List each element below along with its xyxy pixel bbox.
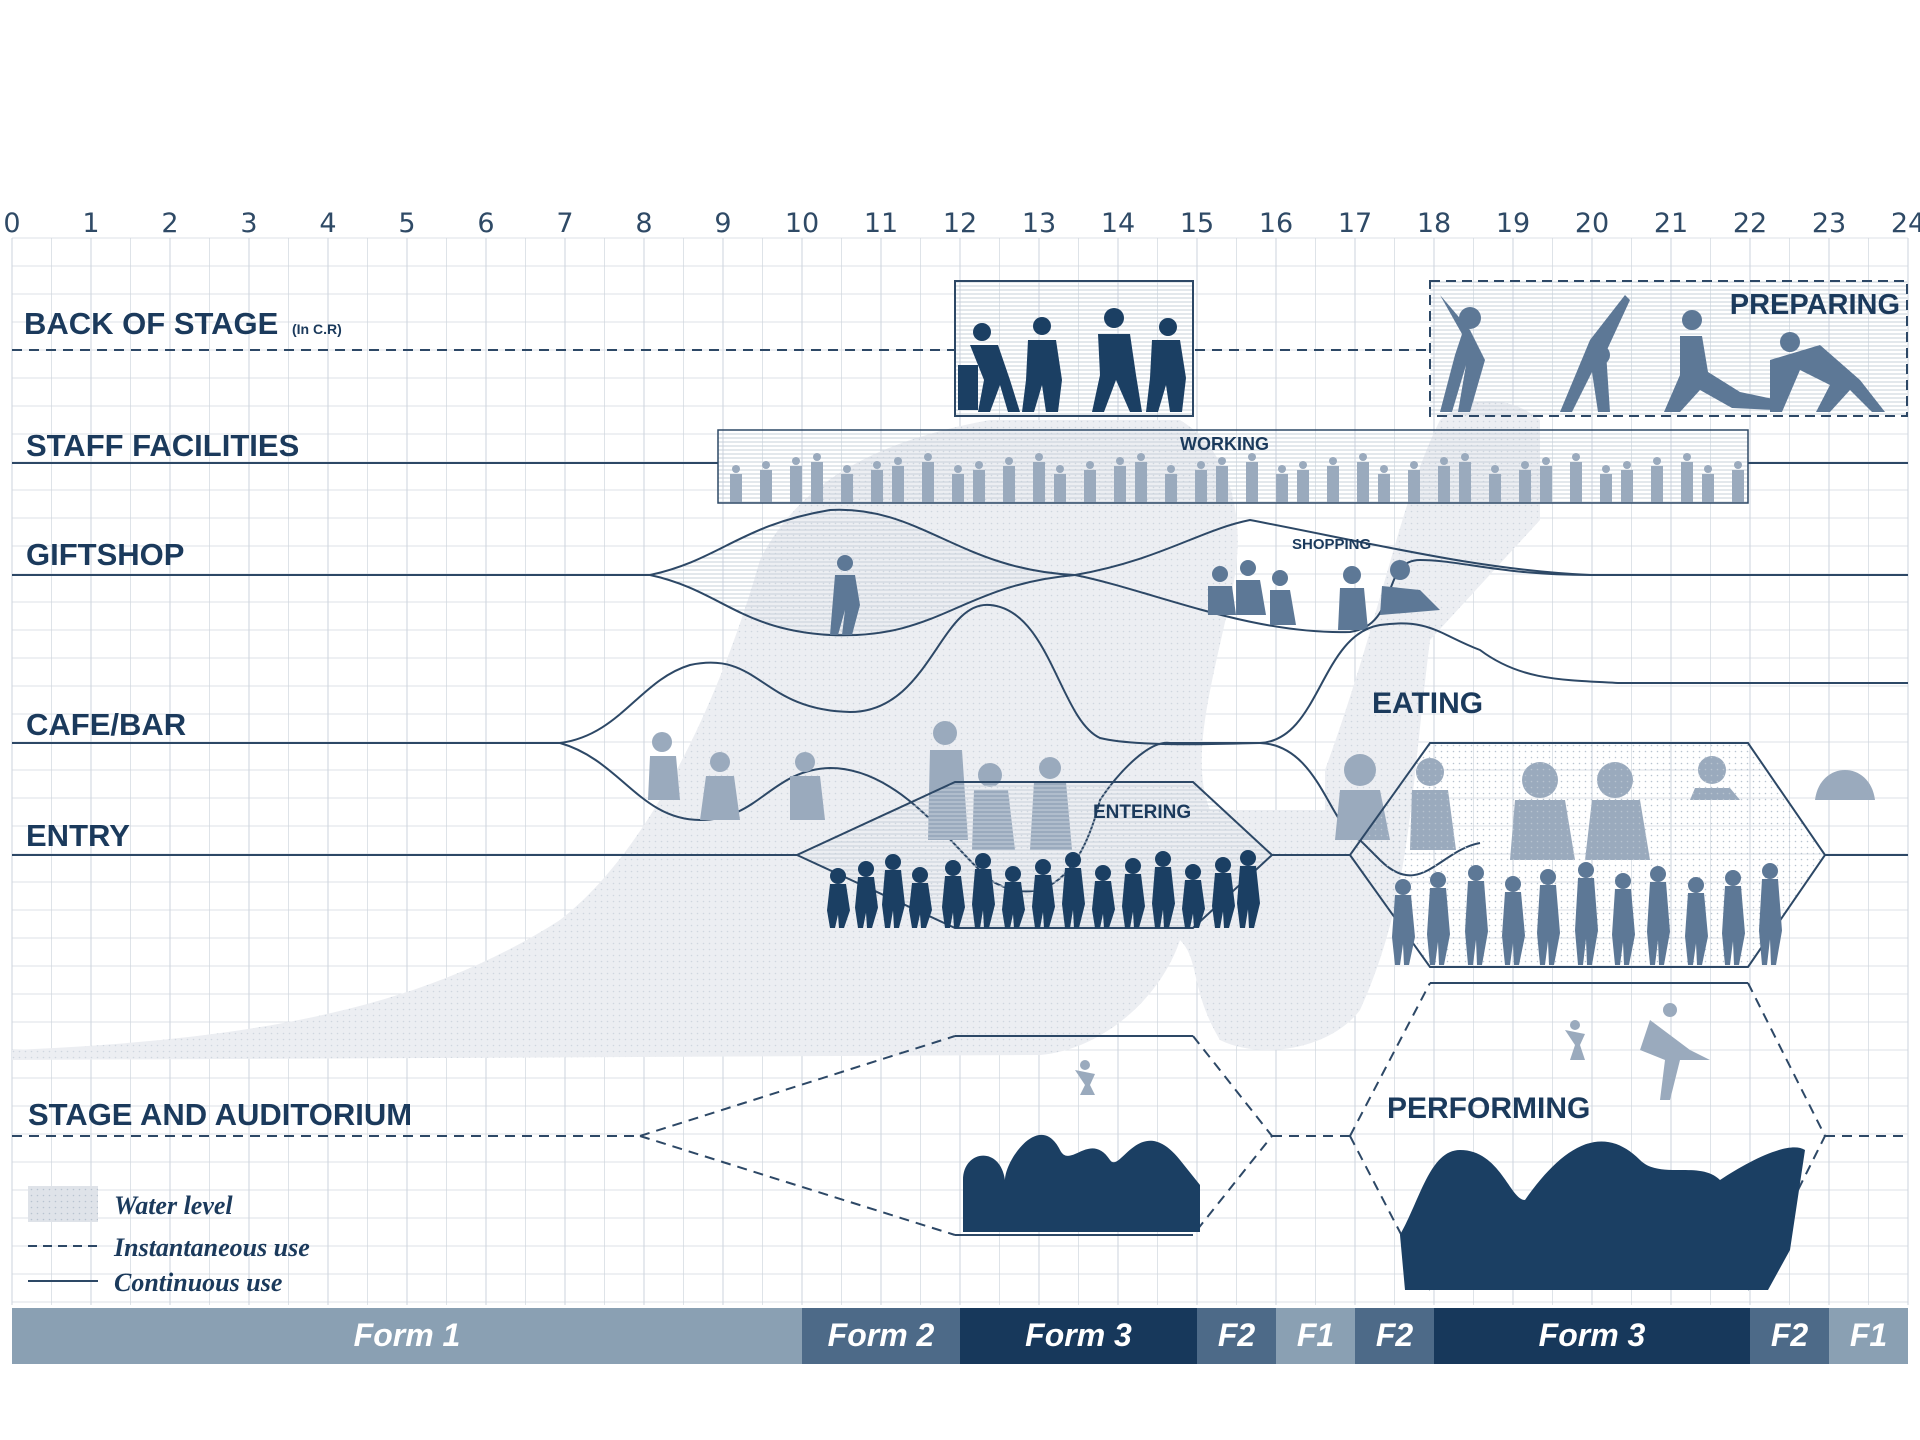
form-segment-label: Form 3 — [1025, 1317, 1132, 1353]
shopper-figures — [830, 555, 1440, 635]
hour-tick-label: 11 — [864, 208, 898, 239]
form-segment — [12, 1308, 802, 1364]
working-staff-figures — [730, 453, 1744, 502]
staff-facilities-row: WORKING — [12, 429, 1908, 504]
hour-tick-label: 23 — [1812, 208, 1846, 239]
row-label-staff-facilities: STAFF FACILITIES — [26, 428, 299, 463]
giftshop-row: SHOPPING — [12, 508, 1908, 637]
hour-tick-label: 22 — [1733, 208, 1767, 239]
hour-tick-label: 24 — [1891, 208, 1920, 239]
form-segment-label: F2 — [1218, 1317, 1256, 1353]
back-of-stage-row: PREPARING — [12, 280, 1908, 417]
stagehand-figures — [958, 308, 1186, 412]
audience-figures — [963, 1134, 1805, 1290]
preparing-label: PREPARING — [1730, 289, 1900, 321]
hour-tick-label: 7 — [556, 208, 573, 239]
row-label-back-of-stage: BACK OF STAGE — [24, 306, 278, 341]
hour-axis: 0 1 2 3 4 5 6 7 8 9 10 11 12 13 14 15 16 17 18 19 20 21 22 23 24 — [3, 208, 1920, 239]
form-segment — [1276, 1308, 1355, 1364]
form-segment — [802, 1308, 960, 1364]
hour-tick-label: 13 — [1022, 208, 1056, 239]
form-segment-label: Form 1 — [354, 1317, 461, 1353]
form-segment — [1750, 1308, 1829, 1364]
hour-tick-label: 0 — [3, 208, 20, 239]
row-label-cafe-bar: CAFE/BAR — [26, 707, 186, 742]
stretching-dancer-figures — [1440, 295, 1885, 412]
form-segment-label: Form 2 — [828, 1317, 935, 1353]
legend-continuous-label: Continuous use — [114, 1268, 282, 1297]
hour-tick-label: 18 — [1417, 208, 1451, 239]
shopping-label: SHOPPING — [1292, 536, 1371, 553]
hour-tick-label: 6 — [477, 208, 494, 239]
form-segment — [1829, 1308, 1908, 1364]
hour-tick-label: 12 — [943, 208, 977, 239]
stage-auditorium-row: PERFORMING — [12, 982, 1908, 1291]
hour-tick-label: 21 — [1654, 208, 1688, 239]
hour-tick-label: 2 — [161, 208, 178, 239]
form-segment — [960, 1308, 1197, 1364]
ballet-dancer-figures — [1075, 1003, 1710, 1100]
form-segment-label: F1 — [1850, 1317, 1887, 1353]
legend-water-label: Water level — [114, 1191, 233, 1220]
hour-tick-label: 20 — [1575, 208, 1609, 239]
hour-tick-label: 10 — [785, 208, 819, 239]
legend-instantaneous-label: Instantaneous use — [113, 1233, 310, 1262]
hour-tick-label: 8 — [635, 208, 652, 239]
working-label: WORKING — [1180, 434, 1269, 454]
form-segment-label: F1 — [1297, 1317, 1334, 1353]
hour-tick-label: 4 — [319, 208, 336, 239]
hour-tick-label: 19 — [1496, 208, 1530, 239]
eating-label: EATING — [1372, 687, 1483, 720]
entering-crowd-figures — [827, 850, 1260, 928]
form-segment — [1355, 1308, 1434, 1364]
hour-tick-label: 1 — [82, 208, 99, 239]
form-bar: Form 1 Form 2 Form 3 F2 F1 F2 Form 3 F2 F1 — [12, 1308, 1908, 1364]
form-segment-label: F2 — [1771, 1317, 1809, 1353]
hour-tick-label: 14 — [1101, 208, 1135, 239]
form-segment-label: F2 — [1376, 1317, 1414, 1353]
row-sublabel-back-of-stage: (In C.R) — [292, 321, 342, 337]
form-segment — [1197, 1308, 1276, 1364]
row-label-giftshop: GIFTSHOP — [26, 537, 184, 572]
hour-tick-label: 5 — [398, 208, 415, 239]
entry-row: ENTERING — [12, 742, 1908, 968]
entering-label: ENTERING — [1093, 802, 1191, 823]
row-label-stage-auditorium: STAGE AND AUDITORIUM — [28, 1097, 412, 1132]
row-label-entry: ENTRY — [26, 818, 130, 853]
entering-crowd-figures-2 — [1392, 862, 1782, 965]
form-segment — [1434, 1308, 1750, 1364]
hour-tick-label: 17 — [1338, 208, 1372, 239]
hour-tick-label: 9 — [714, 208, 731, 239]
performing-label: PERFORMING — [1387, 1092, 1590, 1125]
legend: Water level Instantaneous use Continuous… — [28, 1186, 310, 1297]
form-segment-label: Form 3 — [1539, 1317, 1646, 1353]
hour-tick-label: 16 — [1259, 208, 1293, 239]
hour-tick-label: 3 — [240, 208, 257, 239]
hour-tick-label: 15 — [1180, 208, 1214, 239]
